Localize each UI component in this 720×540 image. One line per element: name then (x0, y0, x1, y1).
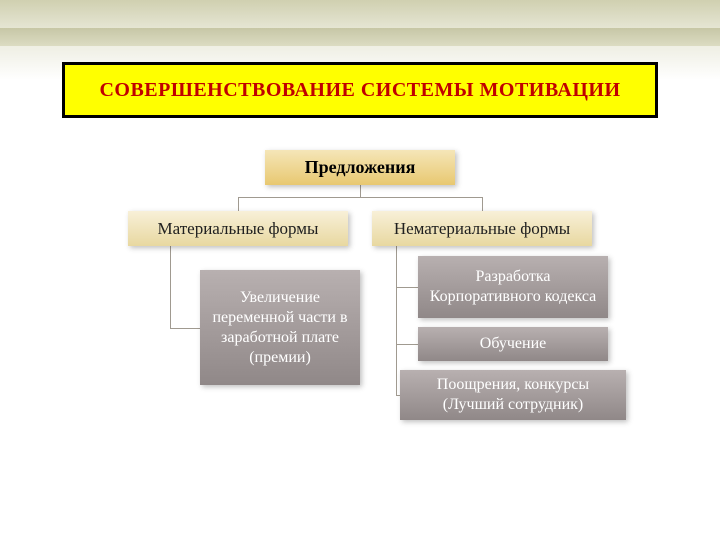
leaf-node: Разработка Корпоративного кодекса (418, 256, 608, 318)
connector (396, 344, 418, 345)
connector (396, 246, 397, 395)
connector (170, 246, 171, 328)
leaf-node: Увеличение переменной части в заработной… (200, 270, 360, 385)
root-node: Предложения (265, 150, 455, 185)
leaf-node: Поощрения, конкурсы (Лучший сотрудник) (400, 370, 626, 420)
connector (170, 328, 200, 329)
leaf-node: Обучение (418, 327, 608, 361)
connector (238, 197, 482, 198)
connector (238, 197, 239, 211)
connector (360, 185, 361, 197)
background-accent-band (0, 28, 720, 46)
category-node-material: Материальные формы (128, 211, 348, 246)
category-node-nonmaterial: Нематериальные формы (372, 211, 592, 246)
connector (482, 197, 483, 211)
connector (396, 287, 418, 288)
diagram-title: СОВЕРШЕНСТВОВАНИЕ СИСТЕМЫ МОТИВАЦИИ (62, 62, 658, 118)
